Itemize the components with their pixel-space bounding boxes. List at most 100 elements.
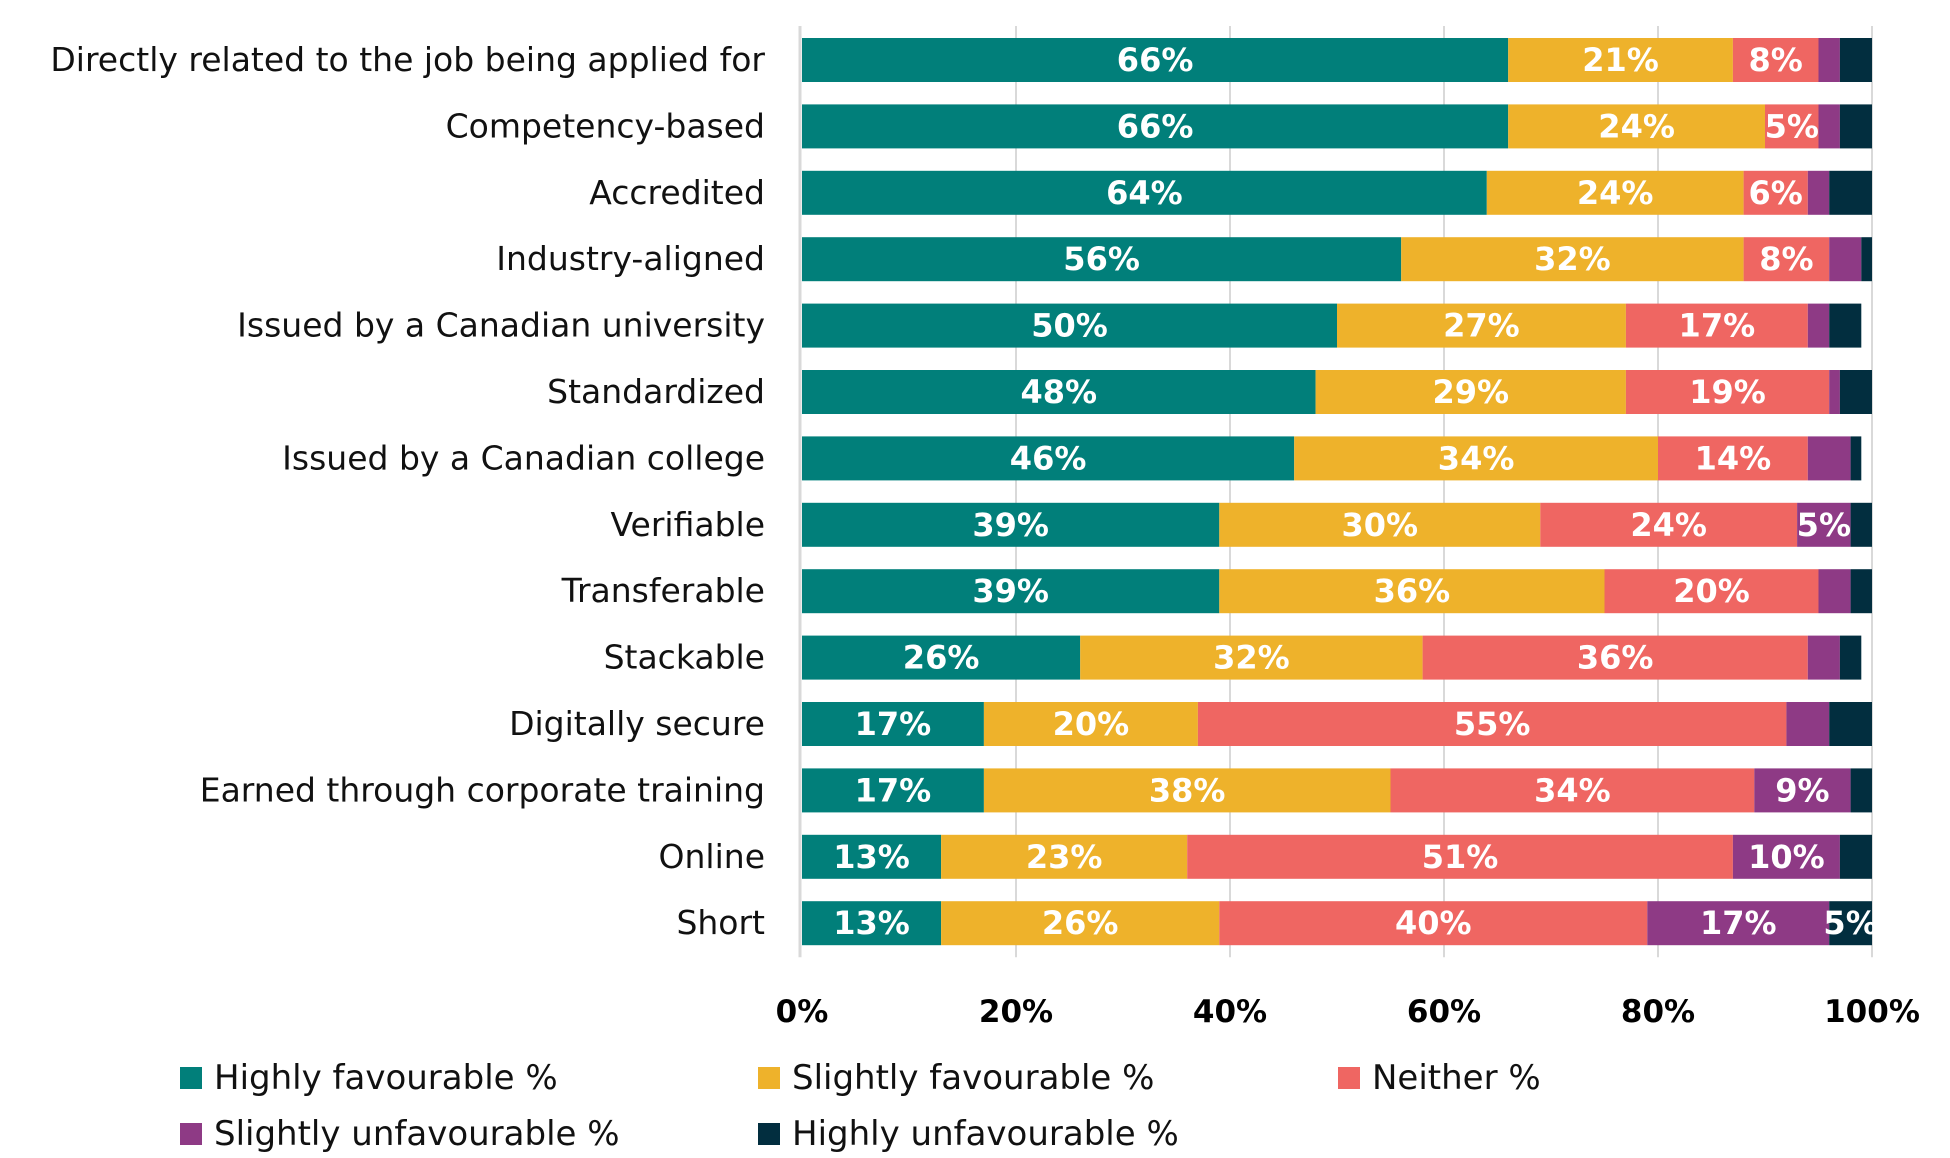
data-label: 17% [1679, 307, 1756, 345]
bar-row: 50% 27% 17% [802, 303, 1862, 348]
category-label: Industry-aligned [496, 239, 765, 278]
category-label: Directly related to the job being applie… [50, 40, 765, 79]
data-label: 39% [972, 506, 1049, 544]
data-label: 32% [1213, 639, 1290, 677]
data-label: 13% [833, 904, 910, 942]
category-label: Online [659, 837, 765, 876]
data-label: 9% [1775, 771, 1829, 809]
data-label: 32% [1534, 240, 1611, 278]
bar-segment [983, 702, 1198, 746]
bar-segment [1829, 170, 1872, 215]
category-label: Transferable [561, 571, 765, 610]
bar-segment [1797, 502, 1851, 547]
bar-segment [1743, 237, 1830, 282]
bar-segment [1839, 38, 1872, 82]
bar-segment [802, 237, 1402, 282]
bar-segment [1337, 303, 1626, 348]
bar-segment [1658, 436, 1808, 481]
bar-segment [1732, 834, 1840, 879]
data-label: 50% [1031, 307, 1108, 345]
bar-row: 48% 29% 19% [802, 370, 1872, 414]
data-label: 26% [903, 639, 980, 677]
bar-segment [1765, 104, 1819, 149]
bar-row: 13% 23% 51% 10% [802, 834, 1872, 879]
x-tick-label: 60% [1407, 994, 1481, 1030]
data-label: 13% [833, 838, 910, 876]
x-tick-label: 40% [1193, 994, 1267, 1030]
bar-row: 17% 38% 34% 9% [802, 768, 1872, 813]
bar-row: 39% 36% 20% [802, 569, 1872, 614]
bar-segment [1604, 569, 1819, 614]
bar-segment [802, 370, 1316, 414]
data-label: 64% [1106, 174, 1183, 212]
category-label: Issued by a Canadian college [282, 438, 765, 477]
data-label: 24% [1577, 174, 1654, 212]
bar-segment [1508, 38, 1733, 82]
bar-segment [1401, 237, 1744, 282]
bar-segment [1839, 104, 1872, 149]
data-label: 36% [1374, 572, 1451, 610]
data-label: 27% [1443, 307, 1520, 345]
bar-segment [802, 901, 942, 946]
bar-segment [1861, 237, 1872, 282]
data-label: 24% [1598, 107, 1675, 145]
bar-segment [1818, 104, 1840, 149]
x-tick-label: 80% [1621, 994, 1695, 1030]
data-label: 38% [1149, 771, 1226, 809]
x-axis-tick-labels: 0% 20% 40% 60% 80% 100% [776, 994, 1920, 1030]
category-label: Verifiable [611, 505, 765, 544]
data-label: 5% [1797, 506, 1851, 544]
category-label: Digitally secure [509, 704, 765, 743]
bar-segment [1807, 436, 1851, 481]
data-label: 51% [1422, 838, 1499, 876]
bar-segment [1540, 502, 1798, 547]
x-tick-label: 100% [1824, 994, 1920, 1030]
category-labels: Directly related to the job being applie… [50, 40, 765, 942]
legend-item: Slightly favourable % [758, 1058, 1154, 1098]
legend-item: Highly unfavourable % [758, 1114, 1179, 1154]
bar-segment [802, 303, 1337, 348]
legend-label: Highly unfavourable % [792, 1114, 1179, 1154]
bar-row: 66% 24% 5% [802, 104, 1872, 149]
data-label: 39% [972, 572, 1049, 610]
bar-segment [802, 436, 1295, 481]
legend-label: Highly favourable % [214, 1058, 558, 1098]
data-label: 23% [1026, 838, 1103, 876]
bar-segment [1625, 303, 1808, 348]
bar-segment [1839, 834, 1872, 879]
bar-segment [1219, 569, 1605, 614]
legend-swatch [1338, 1067, 1360, 1089]
bar-segment [1807, 170, 1830, 215]
category-label: Earned through corporate training [200, 770, 765, 809]
legend-swatch [758, 1067, 780, 1089]
data-label: 66% [1117, 107, 1194, 145]
legend-item: Slightly unfavourable % [180, 1114, 620, 1154]
bar-segment [1850, 502, 1872, 547]
data-label: 20% [1673, 572, 1750, 610]
bar-segment [1829, 303, 1862, 348]
bar-segment [1390, 768, 1755, 813]
data-label: 34% [1534, 771, 1611, 809]
data-label: 24% [1630, 506, 1707, 544]
bar-segment [1187, 834, 1733, 879]
data-label: 5% [1765, 107, 1819, 145]
bar-segment [1829, 901, 1872, 946]
bar-segment [1829, 237, 1862, 282]
bar-segment [941, 834, 1188, 879]
gridlines [1015, 26, 1873, 958]
bar-segment [1850, 768, 1872, 813]
legend-item: Neither % [1338, 1058, 1541, 1098]
data-label: 56% [1063, 240, 1140, 278]
data-label: 36% [1577, 639, 1654, 677]
x-tick-label: 20% [979, 994, 1053, 1030]
category-label: Accredited [589, 173, 765, 212]
bars: 66% 21% 8% 66% 24% 5% 64% 24% 6% 56% 32% 8% 50% 27% 17… [802, 38, 1878, 946]
bar-row: 13% 26% 40% 17% 5% [802, 901, 1878, 946]
bar-segment [1422, 635, 1808, 680]
bar-segment [802, 569, 1220, 614]
bar-row: 17% 20% 55% [802, 702, 1872, 746]
bar-row: 26% 32% 36% [802, 635, 1862, 680]
data-label: 46% [1010, 439, 1087, 477]
bar-row: 46% 34% 14% [802, 436, 1862, 481]
bar-segment [1807, 635, 1840, 680]
